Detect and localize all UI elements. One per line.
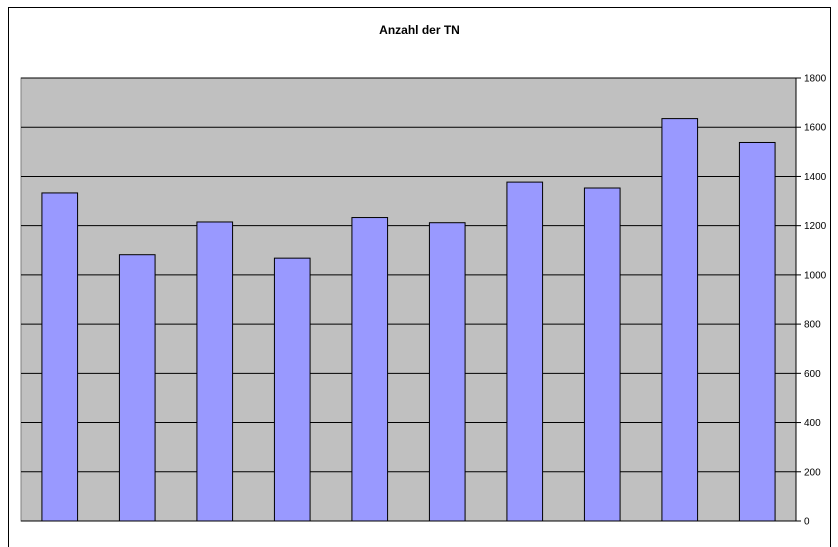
bar [583, 187, 621, 522]
bar [738, 141, 776, 522]
bar [41, 192, 79, 522]
bar [196, 221, 234, 522]
y-tick-label: 1400 [804, 172, 827, 183]
y-tick-label: 800 [804, 320, 821, 331]
bar [273, 257, 311, 522]
bar [118, 254, 156, 522]
y-tick-label: 400 [804, 418, 821, 429]
y-tick-label: 0 [804, 517, 810, 528]
y-tick-label: 1200 [804, 221, 827, 232]
bars [41, 118, 776, 522]
chart-title: Anzahl der TN [379, 23, 460, 37]
y-tick-label: 1800 [804, 74, 827, 85]
bar [351, 217, 389, 522]
y-tick-label: 1600 [804, 123, 827, 134]
y-tick-label: 200 [804, 467, 821, 478]
bar [428, 222, 466, 522]
y-tick-label: 600 [804, 369, 821, 380]
bar [661, 118, 699, 522]
bar [506, 181, 544, 522]
y-tick-label: 1000 [804, 270, 827, 281]
y-axis: 0 200 400 600 800 1000 1200 1400 1600 1800 [21, 74, 827, 528]
